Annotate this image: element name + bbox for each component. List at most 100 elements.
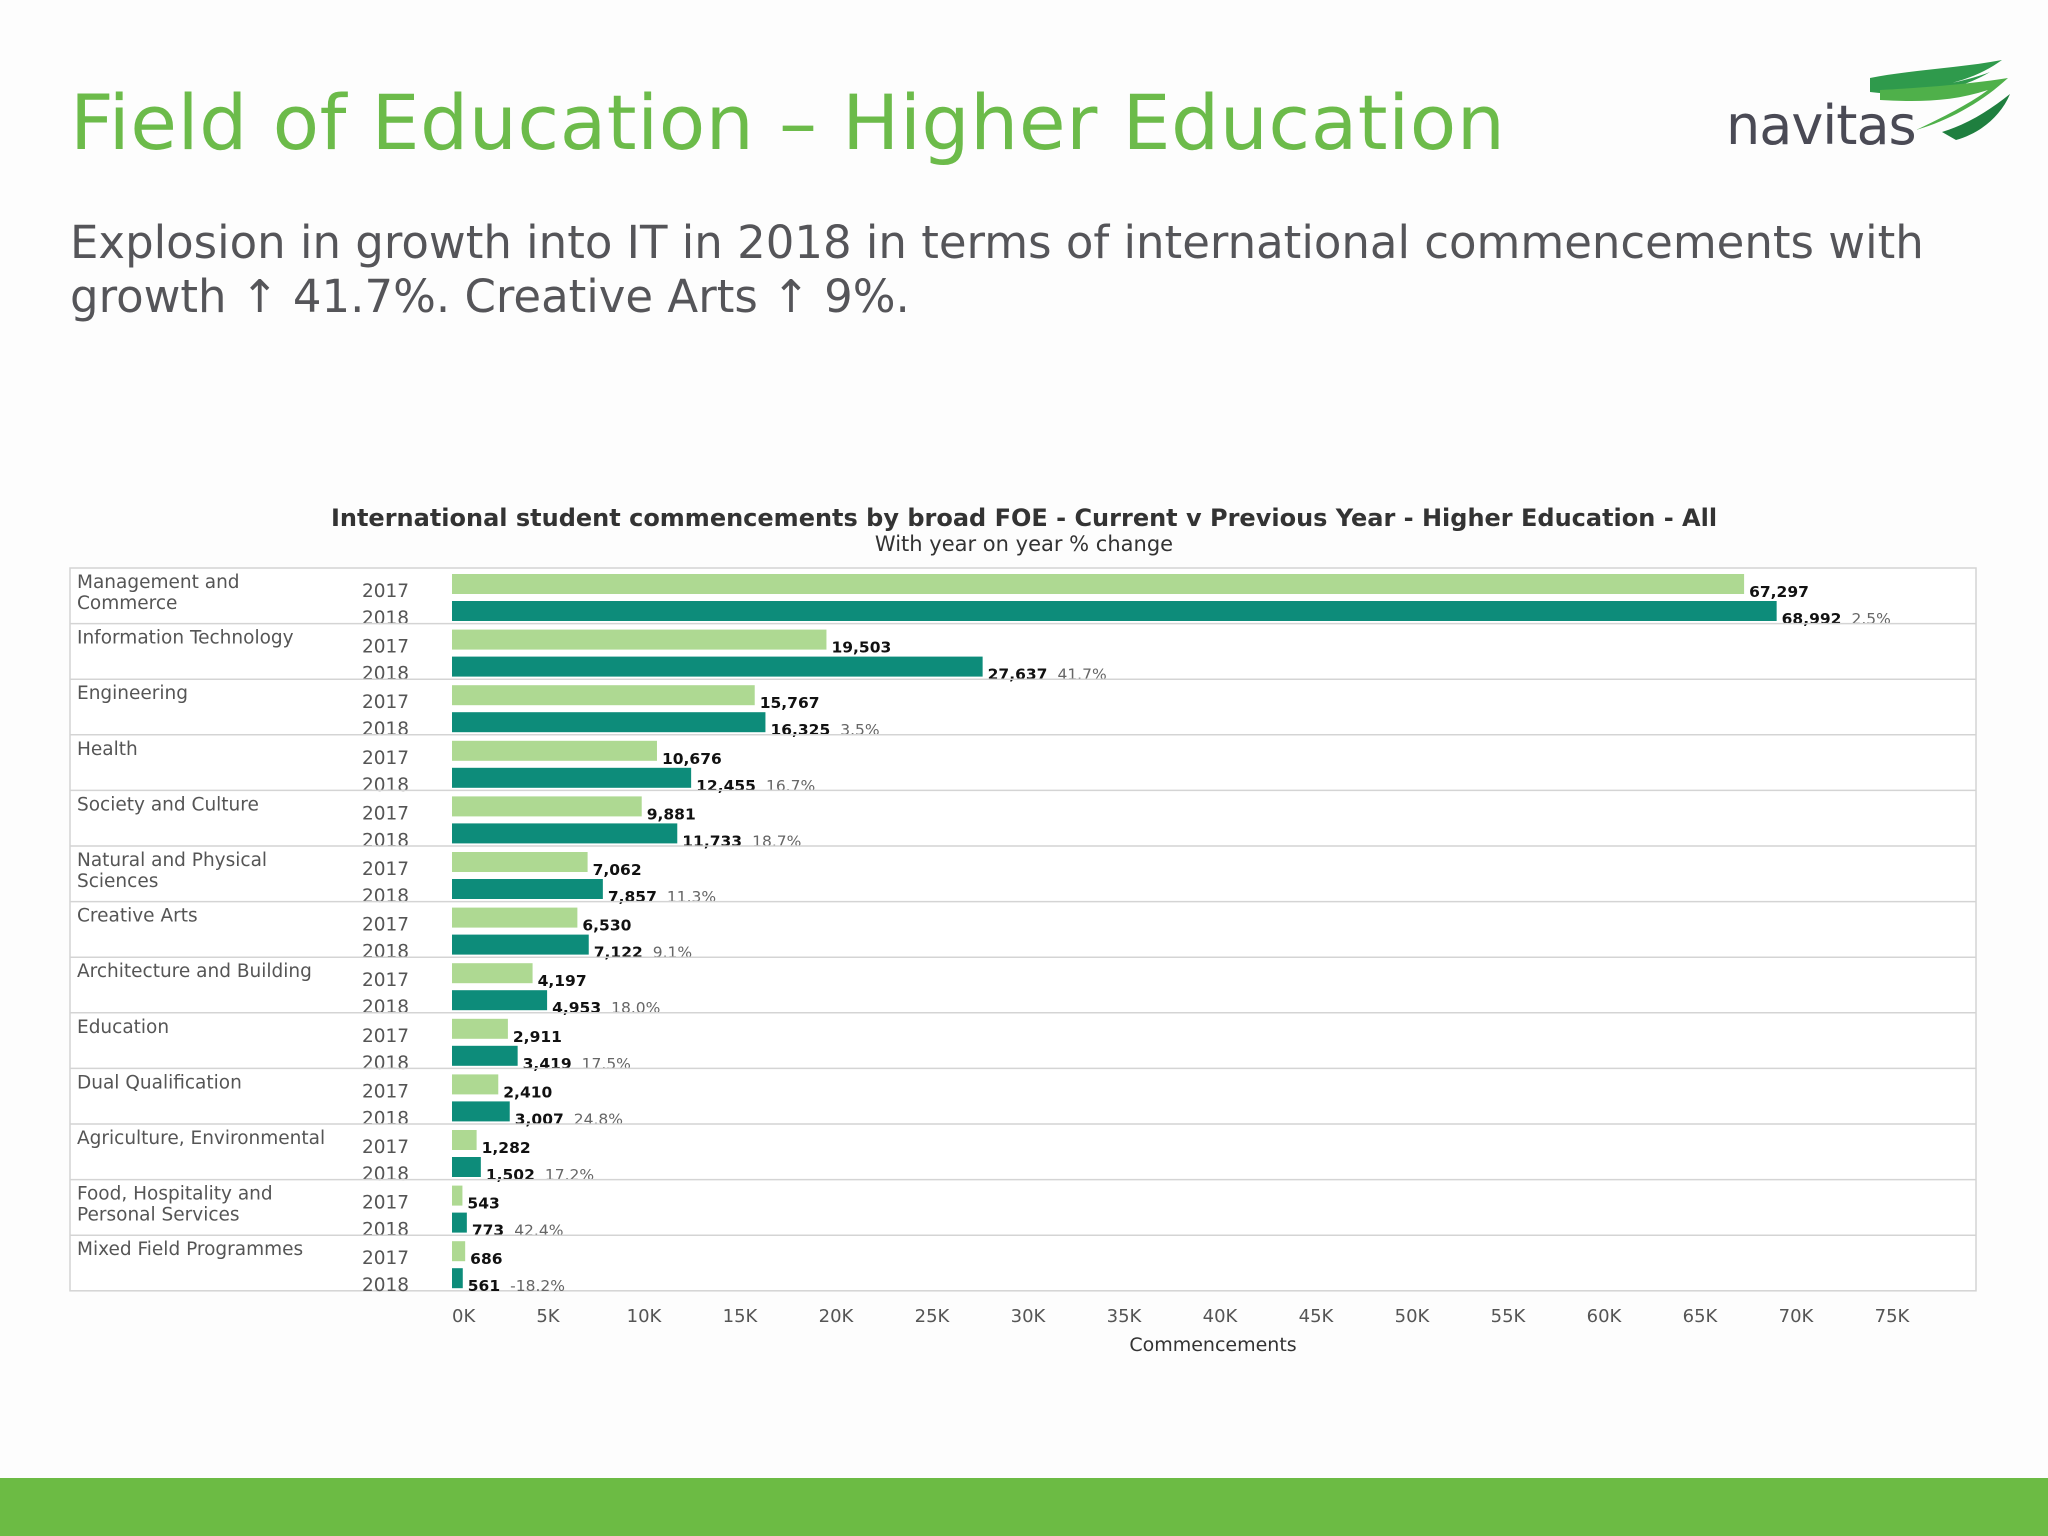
year-label: 2018 bbox=[362, 1108, 409, 1129]
data-label: 3,007 bbox=[515, 1110, 564, 1128]
year-label: 2018 bbox=[362, 1275, 409, 1296]
bar-2018 bbox=[452, 823, 678, 844]
bar-2018 bbox=[452, 601, 1777, 621]
year-label: 2018 bbox=[362, 942, 409, 963]
category-label: Commerce bbox=[77, 593, 177, 614]
data-label: 4,953 bbox=[552, 999, 601, 1017]
data-label: 2,410 bbox=[503, 1083, 552, 1101]
bar-2017 bbox=[452, 685, 755, 706]
data-label: 4,197 bbox=[538, 972, 587, 990]
bar-2018 bbox=[452, 990, 548, 1011]
pct-change-label: 42.4% bbox=[514, 1222, 563, 1240]
data-label: 686 bbox=[470, 1250, 502, 1268]
year-label: 2017 bbox=[362, 1193, 409, 1214]
data-label: 2,911 bbox=[513, 1028, 562, 1046]
year-label: 2018 bbox=[362, 997, 409, 1018]
category-label: Mixed Field Programmes bbox=[77, 1239, 303, 1260]
category-label: Natural and Physical bbox=[77, 850, 267, 871]
pct-change-label: 2.5% bbox=[1851, 610, 1890, 628]
chart-subtitle: With year on year % change bbox=[874, 532, 1174, 556]
pct-change-label: 17.5% bbox=[582, 1055, 631, 1073]
navitas-logo: navitas bbox=[1720, 50, 2020, 160]
data-label: 561 bbox=[468, 1277, 500, 1295]
pct-change-label: 17.2% bbox=[545, 1166, 594, 1184]
x-tick-label: 5K bbox=[536, 1306, 560, 1327]
bar-2018 bbox=[452, 712, 766, 733]
x-tick-label: 50K bbox=[1395, 1306, 1431, 1327]
x-tick-label: 30K bbox=[1011, 1306, 1047, 1327]
bar-2018 bbox=[452, 1045, 518, 1066]
bar-2018 bbox=[452, 656, 983, 677]
year-label: 2017 bbox=[362, 692, 409, 713]
data-label: 16,325 bbox=[770, 721, 830, 739]
bar-2017 bbox=[452, 1241, 466, 1262]
year-label: 2018 bbox=[362, 719, 409, 740]
year-label: 2017 bbox=[362, 581, 409, 602]
chart-title: International student commencements by b… bbox=[330, 504, 1718, 532]
category-label: Management and bbox=[77, 572, 240, 593]
x-tick-label: 20K bbox=[819, 1306, 855, 1327]
year-label: 2017 bbox=[362, 637, 409, 658]
category-label: Dual Qualification bbox=[77, 1072, 242, 1093]
data-label: 6,530 bbox=[582, 917, 631, 935]
data-label: 773 bbox=[472, 1222, 504, 1240]
bar-2017 bbox=[452, 1130, 477, 1150]
x-tick-label: 0K bbox=[452, 1306, 476, 1327]
category-label: Engineering bbox=[77, 683, 188, 704]
data-label: 3,419 bbox=[523, 1055, 572, 1073]
pct-change-label: 18.0% bbox=[611, 999, 660, 1017]
year-label: 2018 bbox=[362, 775, 409, 796]
pct-change-label: 18.7% bbox=[752, 832, 801, 850]
data-label: 1,282 bbox=[482, 1139, 531, 1157]
pct-change-label: 9.1% bbox=[653, 944, 692, 962]
year-label: 2018 bbox=[362, 1220, 409, 1241]
year-label: 2017 bbox=[362, 970, 409, 991]
category-label: Architecture and Building bbox=[77, 961, 312, 982]
bar-2018 bbox=[452, 934, 589, 955]
data-label: 7,062 bbox=[593, 861, 642, 879]
x-tick-label: 60K bbox=[1587, 1306, 1623, 1327]
year-label: 2018 bbox=[362, 1053, 409, 1074]
data-label: 11,733 bbox=[682, 832, 742, 850]
year-label: 2017 bbox=[362, 1248, 409, 1269]
data-label: 12,455 bbox=[696, 777, 756, 795]
data-label: 543 bbox=[467, 1195, 499, 1213]
category-label: Society and Culture bbox=[77, 794, 259, 815]
year-label: 2018 bbox=[362, 1164, 409, 1185]
bar-2017 bbox=[452, 1018, 508, 1039]
data-label: 7,857 bbox=[608, 888, 657, 906]
data-label: 9,881 bbox=[647, 805, 696, 823]
year-label: 2017 bbox=[362, 1026, 409, 1047]
category-label: Sciences bbox=[77, 871, 158, 892]
x-tick-label: 40K bbox=[1203, 1306, 1239, 1327]
category-label: Health bbox=[77, 739, 138, 760]
year-label: 2017 bbox=[362, 1137, 409, 1158]
bar-2017 bbox=[452, 574, 1745, 594]
year-label: 2017 bbox=[362, 859, 409, 880]
bar-2017 bbox=[452, 907, 578, 928]
bar-2018 bbox=[452, 1212, 467, 1233]
pct-change-label: 3.5% bbox=[840, 721, 879, 739]
x-tick-label: 70K bbox=[1779, 1306, 1815, 1327]
pct-change-label: 41.7% bbox=[1057, 666, 1106, 684]
swoosh-icon bbox=[1870, 60, 2010, 140]
bar-2017 bbox=[452, 963, 533, 984]
pct-change-label: 16.7% bbox=[766, 777, 815, 795]
data-label: 7,122 bbox=[594, 944, 643, 962]
footer-bar bbox=[0, 1478, 2048, 1536]
data-label: 1,502 bbox=[486, 1166, 535, 1184]
bar-2017 bbox=[452, 629, 827, 650]
data-label: 68,992 bbox=[1782, 610, 1842, 628]
bar-2017 bbox=[452, 852, 588, 872]
bar-2017 bbox=[452, 740, 657, 761]
year-label: 2017 bbox=[362, 915, 409, 936]
x-axis-title: Commencements bbox=[1129, 1334, 1296, 1356]
data-label: 10,676 bbox=[662, 750, 722, 768]
data-label: 27,637 bbox=[988, 666, 1048, 684]
bar-2017 bbox=[452, 1185, 463, 1206]
pct-change-label: -18.2% bbox=[510, 1277, 565, 1295]
pct-change-label: 24.8% bbox=[574, 1110, 623, 1128]
slide-title: Field of Education – Higher Education bbox=[70, 78, 1506, 167]
x-tick-label: 75K bbox=[1875, 1306, 1911, 1327]
